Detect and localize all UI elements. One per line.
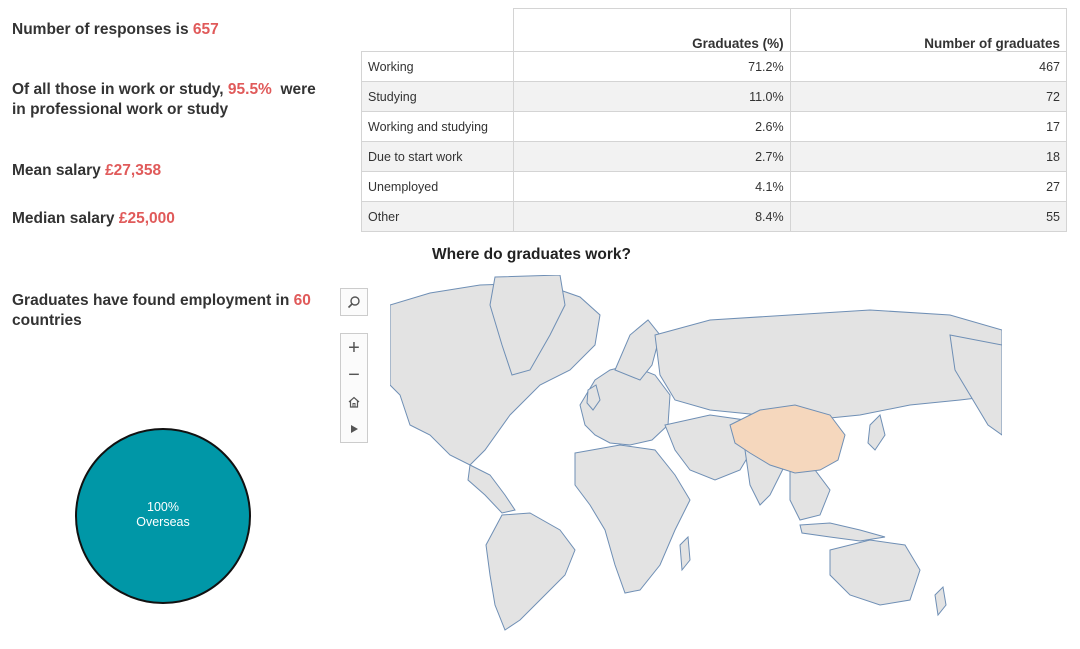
mean-salary-value: £27,358	[105, 162, 162, 179]
median-salary-label: Median salary	[12, 210, 119, 227]
row-count: 17	[789, 111, 1068, 142]
responses-stat: Number of responses is 657	[12, 20, 219, 40]
new-zealand-region	[934, 585, 947, 617]
table-row: Working and studying 2.6% 17	[360, 111, 1068, 142]
median-salary-stat: Median salary £25,000	[12, 209, 175, 229]
row-percent: 2.7%	[513, 141, 791, 172]
pie-slice-overseas[interactable]	[75, 428, 251, 604]
pie-label-percent: 100%	[147, 500, 179, 514]
mean-salary-label: Mean salary	[12, 162, 106, 179]
table-row: Other 8.4% 55	[360, 201, 1068, 232]
table-row: Studying 11.0% 72	[360, 81, 1068, 112]
far-east-region	[949, 334, 1002, 436]
countries-suffix: countries	[12, 312, 82, 329]
countries-stat: Graduates have found employment in 60 co…	[12, 291, 312, 331]
row-percent: 2.6%	[513, 111, 791, 142]
map-search-button[interactable]	[340, 288, 368, 316]
row-percent: 71.2%	[513, 51, 791, 82]
table-header-blank	[361, 8, 515, 52]
responses-label: Number of responses is	[12, 21, 193, 38]
professional-label: Of all those in work or study,	[12, 81, 228, 98]
southeast-asia-region	[789, 469, 831, 521]
search-icon	[347, 296, 360, 309]
china-region	[729, 404, 846, 474]
russia-region	[654, 309, 1002, 421]
uk-region	[586, 384, 601, 411]
map-play-button[interactable]	[341, 415, 367, 442]
mean-salary-stat: Mean salary £27,358	[12, 161, 161, 181]
africa-region	[574, 444, 691, 594]
row-category: Working and studying	[360, 111, 515, 142]
row-count: 467	[789, 51, 1068, 82]
row-category: Other	[360, 201, 515, 232]
professional-stat: Of all those in work or study, 95.5% wer…	[12, 80, 332, 120]
row-count: 27	[789, 171, 1068, 202]
row-category: Studying	[360, 81, 515, 112]
overseas-pie-chart	[74, 427, 252, 605]
table-header-count: Number of graduates	[789, 8, 1068, 52]
play-icon	[351, 424, 358, 433]
zoom-out-button[interactable]: −	[348, 363, 360, 386]
greenland-region	[489, 275, 566, 376]
table-header-row: Graduates (%) Number of graduates	[361, 8, 1068, 52]
row-percent: 8.4%	[513, 201, 791, 232]
professional-suffix: were in professional work or study	[12, 81, 321, 118]
row-category: Due to start work	[360, 141, 515, 172]
world-map[interactable]	[390, 275, 1002, 633]
row-category: Working	[360, 51, 515, 82]
row-count: 55	[789, 201, 1068, 232]
pie-label: 100% Overseas	[74, 500, 252, 530]
japan-region	[867, 414, 886, 451]
professional-value: 95.5%	[227, 81, 272, 98]
countries-label: Graduates have found employment in	[12, 292, 294, 309]
scandinavia-region	[614, 319, 661, 381]
map-title: Where do graduates work?	[432, 246, 631, 263]
row-category: Unemployed	[360, 171, 515, 202]
table-row: Working 71.2% 467	[360, 51, 1068, 82]
table-row: Due to start work 2.7% 18	[360, 141, 1068, 172]
map-zoom-controls: + −	[340, 333, 368, 443]
central-america-region	[467, 464, 516, 514]
countries-value: 60	[293, 292, 311, 309]
responses-value: 657	[192, 21, 219, 38]
home-icon	[348, 396, 360, 408]
map-home-button[interactable]	[341, 388, 367, 415]
madagascar-region	[679, 535, 691, 572]
outcomes-table: Graduates (%) Number of graduates Workin…	[360, 8, 1068, 232]
row-percent: 11.0%	[513, 81, 791, 112]
median-salary-value: £25,000	[118, 210, 175, 227]
row-percent: 4.1%	[513, 171, 791, 202]
table-row: Unemployed 4.1% 27	[360, 171, 1068, 202]
table-header-percent: Graduates (%)	[513, 8, 791, 52]
zoom-in-button[interactable]: +	[348, 336, 360, 359]
pie-label-category: Overseas	[136, 515, 190, 529]
row-count: 18	[789, 141, 1068, 172]
row-count: 72	[789, 81, 1068, 112]
australia-region	[829, 539, 921, 606]
indonesia-region	[799, 522, 886, 542]
south-america-region	[485, 512, 576, 631]
